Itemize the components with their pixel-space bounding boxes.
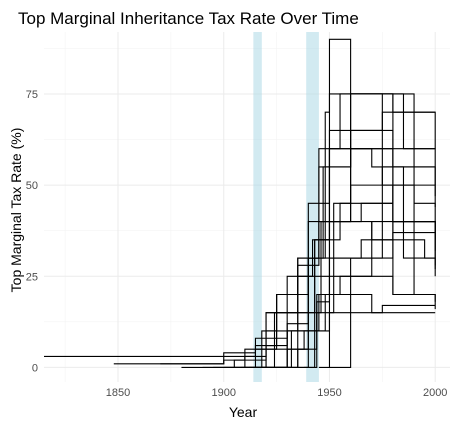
series-lines [44,38,436,368]
x-tick-label: 1900 [211,387,235,399]
chart-title: Top Marginal Inheritance Tax Rate Over T… [18,9,359,28]
y-axis-label: Top Marginal Tax Rate (%) [8,128,24,293]
y-tick-label: 75 [26,89,38,101]
x-tick-label: 1950 [317,387,341,399]
y-tick-label: 25 [26,271,38,283]
series-line [255,38,436,368]
series-line [329,166,436,368]
series-line [297,93,436,368]
x-axis-label: Year [229,404,258,420]
series-line [266,202,436,368]
y-tick-label: 50 [26,180,38,192]
highlight-band [306,32,319,382]
highlight-bands [253,32,319,382]
y-tick-label: 0 [32,362,38,374]
x-tick-label: 1850 [106,387,130,399]
series-line [304,231,436,368]
tick-labels: 1850 1900 1950 2000 0 25 50 75 [26,89,448,399]
x-tick-label: 2000 [423,387,447,399]
highlight-band [253,32,262,382]
series-line [318,184,436,368]
